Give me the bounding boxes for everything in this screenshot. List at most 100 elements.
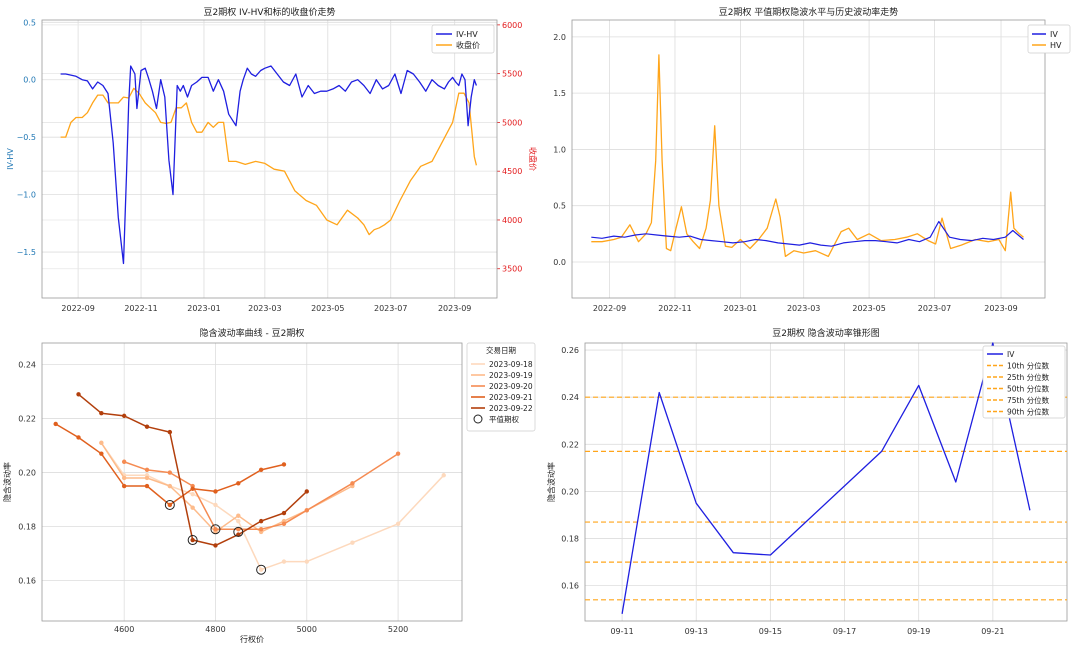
y-tick-label: 0.24 — [561, 393, 579, 402]
data-point — [213, 489, 218, 494]
data-point — [441, 473, 446, 478]
y-axis-label: 隐含波动率 — [546, 462, 556, 502]
legend-label: 50th 分位数 — [1007, 384, 1050, 394]
data-point — [350, 540, 355, 545]
data-point — [213, 502, 218, 508]
chart-title: 豆2期权 隐含波动率锥形图 — [772, 327, 880, 339]
chart-iv-hv-close: 豆2期权 IV-HV和标的收盘价走势 2022-09 2022-11 2023-01 2… — [6, 6, 538, 313]
data-point — [190, 505, 195, 510]
chart-iv-smile: 隐含波动率曲线 - 豆2期权 4600 4800 5000 5200 0.16 0.18 0.… — [2, 327, 536, 644]
chart-iv-cone: 豆2期权 隐含波动率锥形图 09-11 09-13 09-15 09-17 09-19 09… — [546, 327, 1068, 636]
y-tick-label: −0.5 — [17, 133, 36, 142]
x-tick-label: 2023-05 — [852, 304, 885, 313]
atm-marker — [210, 524, 221, 535]
y-axis-label: IV-HV — [6, 148, 15, 170]
y2-axis-label: 收盘价 — [528, 147, 538, 171]
y-tick-label: 0.20 — [18, 469, 36, 478]
data-point — [213, 543, 218, 548]
x-tick-label: 2023-03 — [787, 304, 820, 313]
series-line-iv — [621, 342, 1031, 615]
data-point — [258, 467, 264, 473]
y-tick-label: 0.24 — [18, 361, 36, 370]
plot-frame — [41, 342, 463, 622]
x-tick-label: 09-17 — [833, 627, 856, 636]
x-tick-label: 4600 — [114, 625, 134, 634]
x-tick-label: 09-21 — [981, 627, 1004, 636]
data-point — [121, 413, 127, 419]
series-line-iv-hv — [60, 65, 478, 265]
legend-box — [982, 345, 1066, 419]
legend-title: 交易日期 — [486, 345, 516, 355]
legend-label: 收盘价 — [456, 40, 480, 50]
series-line-2023-09-21 — [55, 423, 285, 506]
legend-label: 2023-09-21 — [489, 393, 533, 402]
data-point — [190, 537, 195, 543]
data-point — [304, 508, 309, 513]
atm-marker — [187, 535, 198, 546]
legend-label: 2023-09-18 — [489, 360, 533, 369]
data-point — [76, 435, 81, 440]
x-tick-label: 09-13 — [685, 627, 708, 636]
y-tick-label: 0.22 — [561, 440, 579, 449]
atm-marker — [256, 564, 267, 575]
legend-label: 10th 分位数 — [1007, 361, 1050, 371]
series-line-iv — [591, 220, 1024, 247]
x-tick-label: 09-19 — [907, 627, 930, 636]
data-point — [281, 559, 287, 564]
legend-box — [1027, 24, 1071, 54]
data-point — [258, 527, 264, 532]
y-tick-label: 1.5 — [553, 89, 566, 98]
legend-label: HV — [1050, 41, 1062, 50]
legend-label: IV — [1050, 30, 1058, 39]
y-tick-label: 1.0 — [553, 145, 566, 154]
data-point — [236, 532, 241, 537]
x-tick-label: 2022-09 — [61, 304, 94, 313]
data-point — [190, 491, 195, 497]
x-tick-label: 4800 — [205, 625, 225, 634]
legend-label: 75th 分位数 — [1007, 395, 1050, 405]
x-tick-label: 2023-07 — [374, 304, 407, 313]
y-tick-label: 0.26 — [561, 346, 579, 355]
data-point — [144, 483, 150, 489]
legend-label: 2023-09-19 — [489, 371, 533, 380]
legend-box — [431, 24, 495, 54]
data-point — [167, 483, 173, 489]
data-point — [304, 559, 309, 564]
legend-swatch-atm — [473, 414, 483, 424]
y-tick-label: 0.5 — [553, 202, 566, 211]
x-tick-label: 2023-09 — [984, 304, 1017, 313]
y-tick-label: 0.16 — [561, 582, 579, 591]
y2-tick-label: 5000 — [502, 118, 522, 127]
data-point — [258, 567, 264, 572]
legend-box — [466, 342, 536, 432]
data-point — [167, 502, 173, 508]
y-tick-label: 2.0 — [553, 33, 566, 42]
chart-title: 豆2期权 IV-HV和标的收盘价走势 — [203, 6, 335, 18]
plot-frame — [571, 19, 1046, 299]
legend-label: 2023-09-22 — [489, 404, 533, 413]
y-tick-label: 0.22 — [18, 415, 36, 424]
data-point — [258, 518, 264, 524]
y-tick-label: −1.5 — [17, 248, 36, 257]
x-axis-label: 行权价 — [240, 634, 264, 644]
x-tick-label: 2022-11 — [124, 304, 157, 313]
series-line-2023-09-20 — [123, 453, 399, 530]
x-tick-label: 2023-01 — [724, 304, 757, 313]
data-point — [121, 459, 127, 464]
legend-label: 25th 分位数 — [1007, 372, 1050, 382]
y-axis-label: 隐含波动率 — [2, 462, 12, 502]
plot-frame — [41, 19, 498, 299]
x-tick-label: 2023-05 — [311, 304, 344, 313]
x-tick-label: 2022-09 — [593, 304, 626, 313]
data-point — [395, 451, 401, 456]
data-point — [144, 467, 150, 473]
legend-label-atm: 平值期权 — [489, 414, 519, 424]
data-point — [236, 527, 241, 532]
y-tick-label: 0.18 — [18, 523, 36, 532]
data-point — [281, 462, 287, 467]
data-point — [121, 475, 127, 481]
y-tick-label: 0.5 — [23, 18, 36, 27]
x-tick-label: 2023-03 — [248, 304, 281, 313]
legend-label: IV-HV — [456, 30, 478, 39]
data-point — [190, 486, 195, 491]
